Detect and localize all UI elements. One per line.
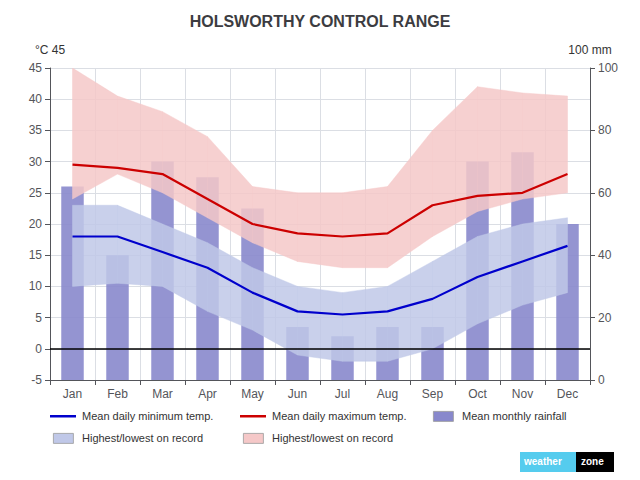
svg-text:Highest/lowest on record: Highest/lowest on record	[82, 432, 203, 444]
svg-text:35: 35	[29, 123, 43, 137]
svg-text:weather: weather	[523, 456, 562, 467]
svg-text:100: 100	[598, 61, 618, 75]
svg-text:40: 40	[598, 248, 612, 262]
svg-text:60: 60	[598, 186, 612, 200]
svg-text:Apr: Apr	[198, 387, 217, 401]
svg-text:45: 45	[29, 61, 43, 75]
svg-text:-5: -5	[31, 373, 42, 387]
svg-text:Mar: Mar	[152, 387, 173, 401]
svg-text:Jan: Jan	[63, 387, 82, 401]
svg-text:Jul: Jul	[335, 387, 350, 401]
svg-text:zone: zone	[581, 456, 604, 467]
svg-text:0: 0	[35, 342, 42, 356]
svg-text:Highest/lowest on record: Highest/lowest on record	[272, 432, 393, 444]
svg-text:Aug: Aug	[377, 387, 398, 401]
svg-text:20: 20	[598, 311, 612, 325]
svg-text:25: 25	[29, 186, 43, 200]
svg-text:20: 20	[29, 217, 43, 231]
svg-text:5: 5	[35, 311, 42, 325]
svg-text:May: May	[241, 387, 264, 401]
svg-text:Mean monthly rainfall: Mean monthly rainfall	[462, 410, 567, 422]
svg-text:30: 30	[29, 155, 43, 169]
svg-text:10: 10	[29, 279, 43, 293]
svg-text:°C 45: °C 45	[35, 43, 65, 57]
svg-text:40: 40	[29, 92, 43, 106]
svg-text:Oct: Oct	[468, 387, 487, 401]
svg-text:Feb: Feb	[107, 387, 128, 401]
svg-text:100 mm: 100 mm	[568, 43, 611, 57]
svg-text:80: 80	[598, 123, 612, 137]
svg-text:0: 0	[598, 373, 605, 387]
svg-text:Mean daily maximum temp.: Mean daily maximum temp.	[272, 410, 407, 422]
svg-text:15: 15	[29, 248, 43, 262]
svg-text:HOLSWORTHY CONTROL RANGE: HOLSWORTHY CONTROL RANGE	[190, 13, 451, 30]
svg-text:Sep: Sep	[422, 387, 444, 401]
svg-text:Dec: Dec	[557, 387, 578, 401]
svg-text:Jun: Jun	[288, 387, 307, 401]
svg-text:Nov: Nov	[512, 387, 533, 401]
svg-text:Mean daily minimum temp.: Mean daily minimum temp.	[82, 410, 213, 422]
